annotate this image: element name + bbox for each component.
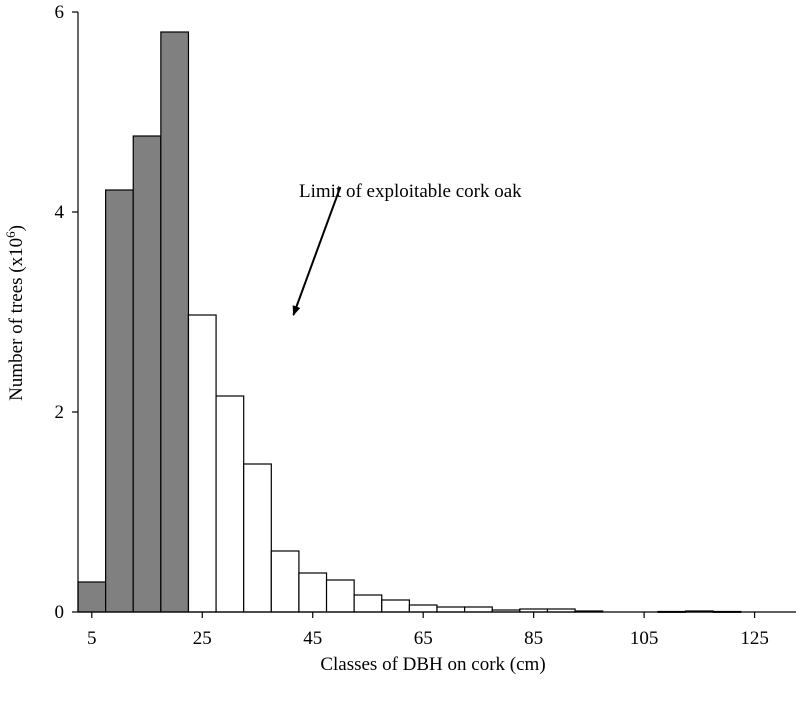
x-axis-label: Classes of DBH on cork (cm) [320, 654, 545, 675]
histogram-bar [187, 314, 217, 613]
histogram-bar [215, 395, 245, 613]
histogram-bar [464, 606, 493, 613]
y-axis-label-close: ) [6, 225, 27, 231]
histogram-bar [325, 579, 355, 613]
x-tick-label: 45 [303, 628, 322, 649]
x-tick-label: 105 [630, 628, 659, 649]
x-tick-label: 5 [87, 628, 97, 649]
x-tick-label: 125 [740, 628, 769, 649]
y-tick-label: 4 [55, 202, 65, 223]
histogram-bar [408, 604, 438, 613]
histogram-bar [353, 594, 383, 613]
x-tick-label: 25 [193, 628, 212, 649]
y-tick-label: 0 [55, 602, 65, 623]
histogram-bar [243, 463, 272, 613]
y-axis-label: Number of trees (x106) [3, 225, 27, 401]
y-tick-label: 6 [55, 2, 65, 23]
histogram-bar [298, 572, 328, 613]
annotation-text: Limit of exploitable cork oak [299, 181, 522, 202]
histogram-bar [270, 550, 300, 613]
histogram-bar [105, 189, 134, 613]
annotation-arrow [292, 186, 342, 316]
bars-group [77, 31, 742, 613]
axes-group [77, 12, 796, 613]
x-tick-label: 65 [414, 628, 433, 649]
histogram-bar [77, 581, 107, 613]
y-axis-label-superscript: 6 [3, 231, 18, 238]
y-axis-label-main: Number of trees (x10 [6, 238, 27, 401]
histogram-bar [132, 135, 162, 613]
x-tick-label: 85 [524, 628, 543, 649]
annotation-group: Limit of exploitable cork oak [292, 181, 522, 316]
histogram-bar [381, 599, 410, 613]
histogram-bar [436, 606, 466, 613]
y-tick-label: 2 [55, 402, 65, 423]
histogram-bar [160, 31, 190, 613]
